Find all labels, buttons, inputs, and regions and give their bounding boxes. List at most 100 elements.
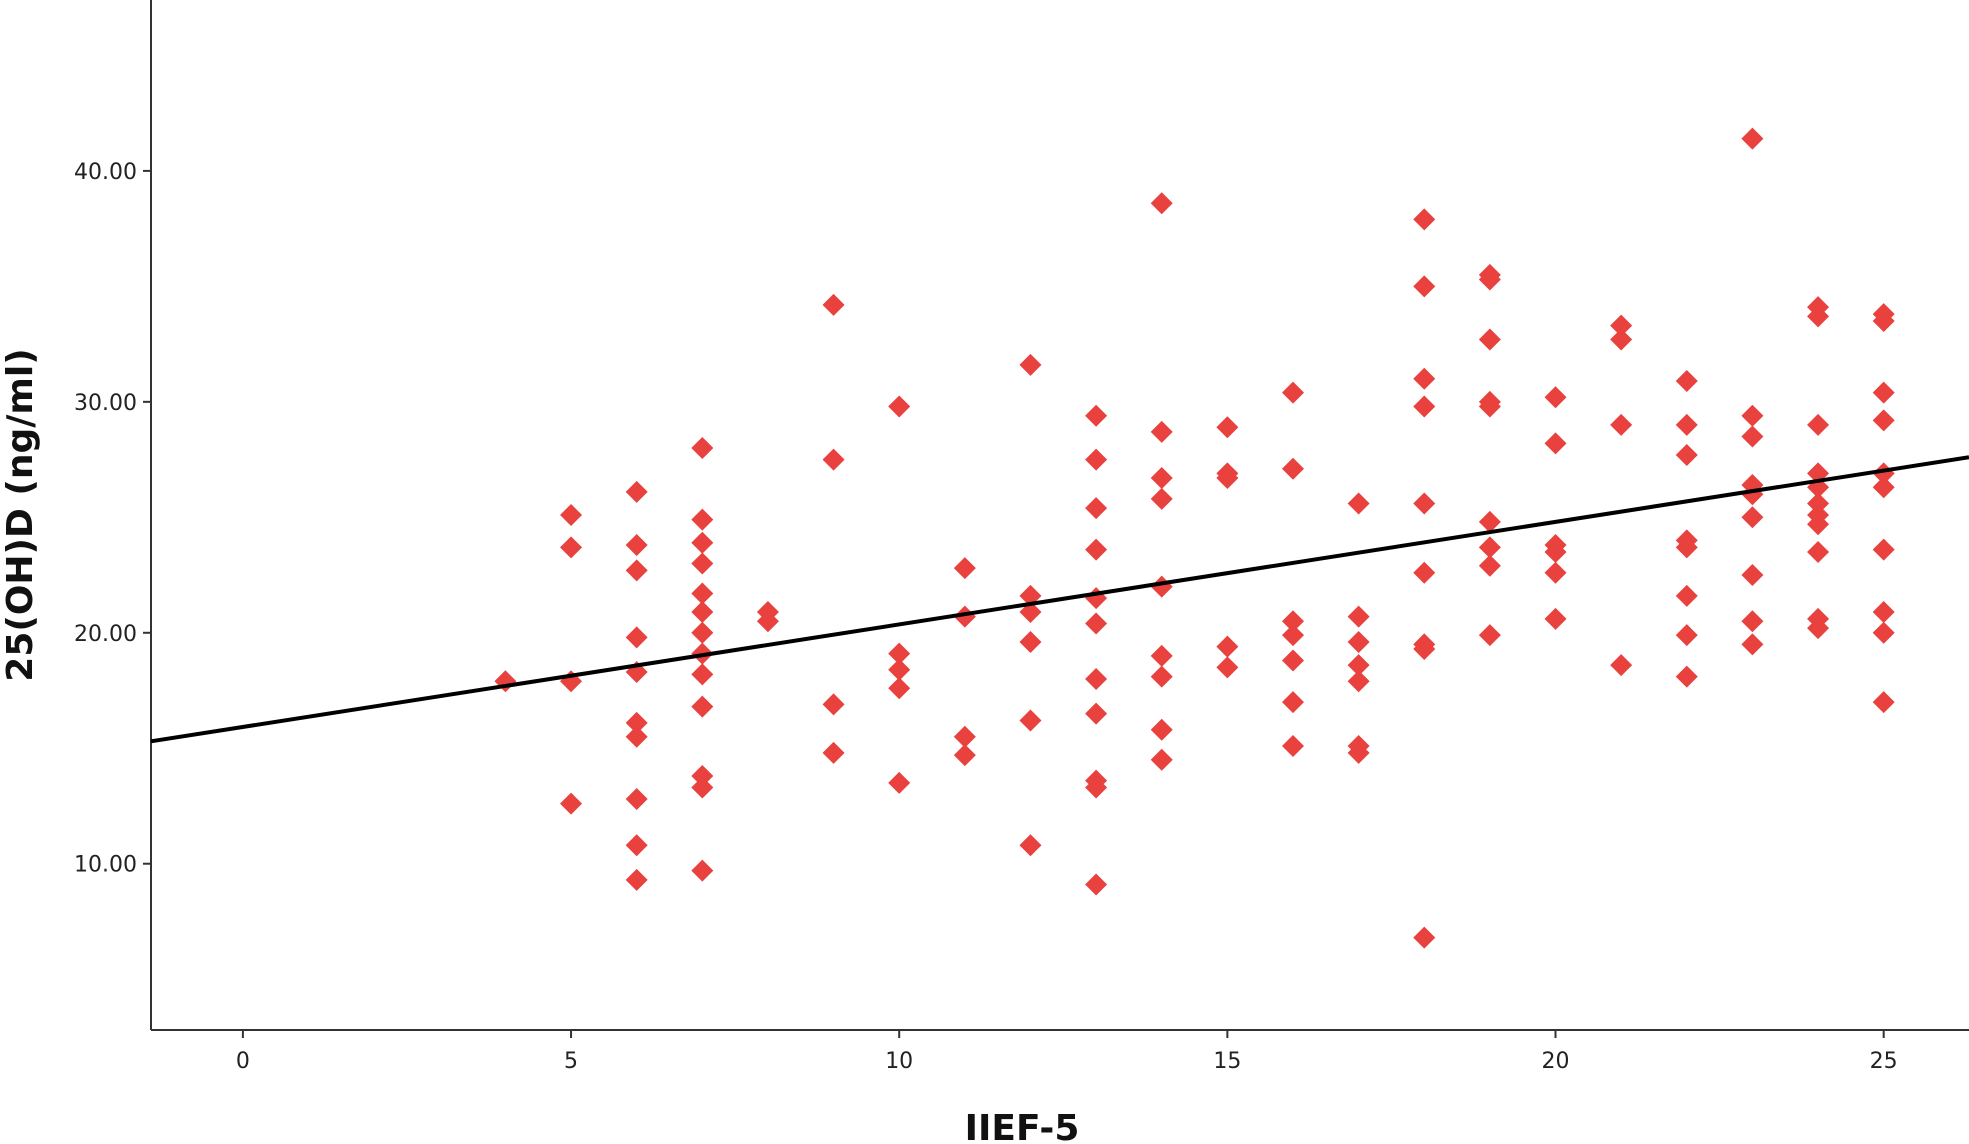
data-point	[953, 744, 976, 767]
data-point	[1085, 538, 1108, 561]
data-point	[1741, 564, 1764, 587]
y-tick-label: 40.00	[74, 160, 137, 185]
data-point	[888, 395, 911, 418]
regression-line	[150, 455, 1969, 744]
data-point	[1150, 467, 1173, 490]
data-point	[1216, 656, 1239, 679]
data-point	[1807, 413, 1830, 436]
data-point	[1872, 621, 1895, 644]
data-point	[953, 557, 976, 580]
data-point	[1807, 305, 1830, 328]
data-point	[1150, 487, 1173, 510]
data-point	[691, 621, 714, 644]
data-point	[1544, 561, 1567, 584]
data-point	[1478, 268, 1501, 291]
data-point	[1347, 631, 1370, 654]
data-point	[625, 834, 648, 857]
data-point	[691, 695, 714, 718]
x-axis-title: IIEF-5	[965, 1108, 1080, 1144]
data-point	[1872, 381, 1895, 404]
data-point	[1019, 353, 1042, 376]
data-point	[691, 582, 714, 605]
data-point	[1478, 510, 1501, 533]
data-point	[1413, 637, 1436, 660]
data-point	[1610, 314, 1633, 337]
x-axis-ticks: 0 5 10 15 20 25	[236, 1030, 1898, 1074]
data-point	[1675, 536, 1698, 559]
data-point	[1741, 404, 1764, 427]
data-point	[1478, 624, 1501, 647]
data-point	[625, 559, 648, 582]
data-point	[1675, 413, 1698, 436]
y-axis-ticks: 10.00 20.00 30.00 40.00	[74, 160, 151, 878]
data-point	[625, 711, 648, 734]
data-point	[1741, 127, 1764, 150]
data-point	[888, 771, 911, 794]
data-point	[1085, 667, 1108, 690]
data-point	[1478, 554, 1501, 577]
data-point	[1872, 538, 1895, 561]
data-point	[1347, 670, 1370, 693]
data-point	[1675, 624, 1698, 647]
data-point	[625, 868, 648, 891]
plot-area: 0 5 10 15 20 25 10.00 20.00 30.00 40.00	[74, 0, 1969, 1074]
data-point	[1675, 584, 1698, 607]
data-point	[1807, 513, 1830, 536]
x-tick-label: 15	[1213, 1049, 1241, 1074]
data-point	[1610, 654, 1633, 677]
data-point	[625, 534, 648, 557]
data-point	[691, 776, 714, 799]
y-tick-label: 30.00	[74, 391, 137, 416]
data-point	[691, 600, 714, 623]
data-point	[1347, 654, 1370, 677]
data-point	[1019, 709, 1042, 732]
data-point	[822, 293, 845, 316]
data-point	[1413, 561, 1436, 584]
data-point	[1216, 467, 1239, 490]
data-point	[822, 741, 845, 764]
data-point	[1216, 635, 1239, 658]
data-point	[1347, 492, 1370, 515]
data-point	[1347, 741, 1370, 764]
data-point	[1347, 605, 1370, 628]
data-point	[1281, 610, 1304, 633]
data-point	[822, 693, 845, 716]
data-point	[1675, 443, 1698, 466]
x-tick-label: 0	[236, 1049, 250, 1074]
y-tick-label: 20.00	[74, 622, 137, 647]
data-point	[1150, 192, 1173, 215]
points-layer	[494, 127, 1895, 949]
data-point	[1150, 644, 1173, 667]
data-point	[1085, 776, 1108, 799]
data-point	[1675, 665, 1698, 688]
data-point	[1544, 432, 1567, 455]
data-point	[1544, 607, 1567, 630]
data-point	[1216, 416, 1239, 439]
data-point	[1150, 420, 1173, 443]
data-point	[1281, 381, 1304, 404]
data-point	[1675, 370, 1698, 393]
x-tick-label: 25	[1870, 1049, 1898, 1074]
data-point	[1019, 631, 1042, 654]
data-point	[1413, 926, 1436, 949]
y-axis-title: 25(OH)D (ng/ml)	[0, 348, 41, 681]
data-point	[1478, 328, 1501, 351]
data-point	[1413, 395, 1436, 418]
data-point	[1019, 834, 1042, 857]
data-point	[888, 642, 911, 665]
data-point	[625, 725, 648, 748]
x-tick-label: 10	[885, 1049, 913, 1074]
data-point	[1150, 718, 1173, 741]
data-point	[953, 725, 976, 748]
data-point	[1544, 540, 1567, 563]
data-point	[1741, 506, 1764, 529]
x-tick-label: 20	[1542, 1049, 1570, 1074]
data-point	[1281, 457, 1304, 480]
data-point	[1085, 612, 1108, 635]
data-point	[1872, 476, 1895, 499]
data-point	[1807, 540, 1830, 563]
data-point	[1281, 649, 1304, 672]
data-point	[691, 859, 714, 882]
data-point	[1085, 873, 1108, 896]
